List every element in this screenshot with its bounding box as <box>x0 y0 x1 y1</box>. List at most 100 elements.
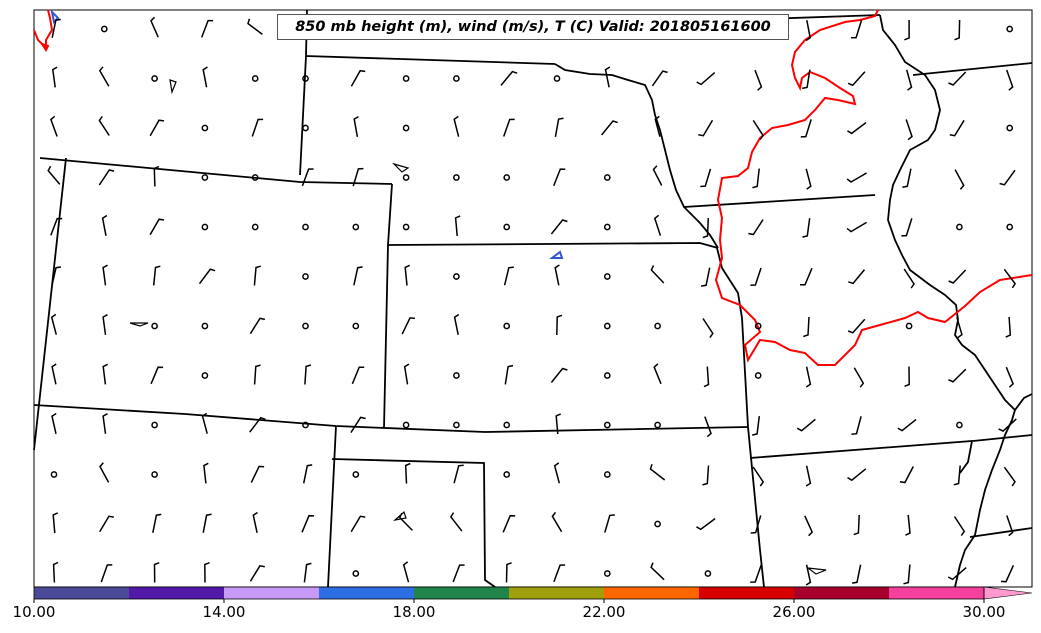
wind-barb <box>51 412 57 434</box>
wind-barb <box>102 264 108 286</box>
blue-contour-1 <box>549 250 564 259</box>
wind-barb <box>553 564 566 583</box>
wind-barb <box>846 122 867 135</box>
wind-barb <box>650 265 665 284</box>
wind-barb <box>249 317 266 335</box>
wind-barb <box>554 264 560 286</box>
wind-barb <box>752 119 765 141</box>
colorbar-bin <box>34 587 129 599</box>
colorbar-bin <box>319 587 414 599</box>
colorbar-extend-arrow <box>983 586 1033 600</box>
colorbar-bin <box>794 587 889 599</box>
calm-wind-circle <box>201 223 209 231</box>
calm-wind-circle <box>151 322 158 330</box>
map-title: 850 mb height (m), wind (m/s), T (C) Val… <box>277 14 789 40</box>
wind-barb <box>98 66 110 87</box>
wind-barb <box>1006 515 1014 537</box>
wind-barb <box>1003 466 1016 487</box>
wind-barb <box>953 465 961 486</box>
wind-barb <box>805 366 812 388</box>
colorbar-tick-label: 30.00 <box>962 603 1006 621</box>
wind-barb <box>654 115 661 137</box>
calm-wind-circle <box>603 223 611 231</box>
colorbar <box>33 586 1033 603</box>
wind-barb <box>796 418 816 432</box>
colorbar-bin <box>224 587 319 599</box>
wind-barb <box>102 314 108 336</box>
wind-barb <box>555 413 562 435</box>
wind-barb <box>51 66 58 88</box>
ne-ks-border <box>387 183 719 249</box>
wind-barb <box>953 516 966 537</box>
wind-barb <box>153 165 160 187</box>
wind-barb <box>750 515 762 534</box>
wind-barb <box>404 462 411 484</box>
wind-barb <box>954 169 965 190</box>
wind-barb <box>954 19 961 41</box>
calm-wind-circle <box>603 273 611 280</box>
colorbar-outline <box>33 586 985 600</box>
wind-barb <box>903 268 915 289</box>
calm-wind-circle <box>503 322 511 330</box>
wind-barb <box>905 69 913 91</box>
calm-wind-circle <box>201 174 209 181</box>
colorbar-tick-label: 14.00 <box>202 603 246 621</box>
wind-barb <box>551 511 563 533</box>
red-contour-iowa <box>714 9 1033 366</box>
west-border <box>33 157 67 451</box>
wind-barb <box>750 267 762 287</box>
wind-barb <box>805 564 812 586</box>
wind-barb <box>704 416 712 438</box>
wind-barb <box>802 217 811 238</box>
wind-barb <box>1000 564 1015 583</box>
colorbar-tick-label: 22.00 <box>582 603 626 621</box>
wind-barb <box>198 268 216 285</box>
wind-barb <box>904 20 910 41</box>
colorbar-bin <box>509 587 604 599</box>
calm-wind-circle <box>1006 223 1014 231</box>
wind-barb <box>253 364 261 385</box>
wind-barb <box>52 561 59 583</box>
wind-barb <box>847 468 867 482</box>
colorbar-bin <box>889 587 984 599</box>
wind-barb <box>152 265 161 286</box>
wind-barb <box>353 115 359 138</box>
calm-wind-circle <box>603 471 611 478</box>
wind-barb <box>805 20 812 42</box>
wind-barb <box>202 513 212 533</box>
wind-barb <box>1005 69 1014 91</box>
calm-wind-circle <box>453 372 460 379</box>
wind-barb <box>149 218 165 236</box>
calm-wind-circle <box>654 520 661 528</box>
calm-wind-circle <box>201 322 209 330</box>
calm-wind-circle <box>302 75 309 82</box>
calm-wind-circle <box>603 322 611 330</box>
wind-barb <box>350 69 366 87</box>
wind-barb <box>301 514 315 533</box>
missouri-river <box>554 63 719 249</box>
red-contour-nw <box>33 9 54 51</box>
wind-barb <box>901 218 913 237</box>
calm-wind-circle <box>956 421 963 429</box>
lake-3 <box>169 79 177 95</box>
wind-barb <box>650 562 665 581</box>
wind-barb <box>452 564 465 583</box>
wind-barb <box>149 119 165 137</box>
calm-wind-circle <box>503 471 511 478</box>
calm-wind-circle <box>302 421 309 429</box>
wind-barb <box>504 364 514 385</box>
wind-barb <box>398 512 413 531</box>
map-frame <box>33 9 1033 588</box>
wind-barb <box>247 18 263 35</box>
wind-barb <box>249 564 265 582</box>
colorbar-tick-label: 18.00 <box>392 603 436 621</box>
calm-wind-circle <box>352 471 360 478</box>
wind-barb <box>50 217 63 236</box>
wind-barb <box>550 367 568 383</box>
wind-barb <box>202 66 208 88</box>
calm-wind-circle <box>1006 124 1014 132</box>
wind-barb <box>948 368 967 383</box>
wind-barb <box>851 564 862 584</box>
red-contour-loop <box>39 42 50 52</box>
wind-barb <box>403 363 410 385</box>
